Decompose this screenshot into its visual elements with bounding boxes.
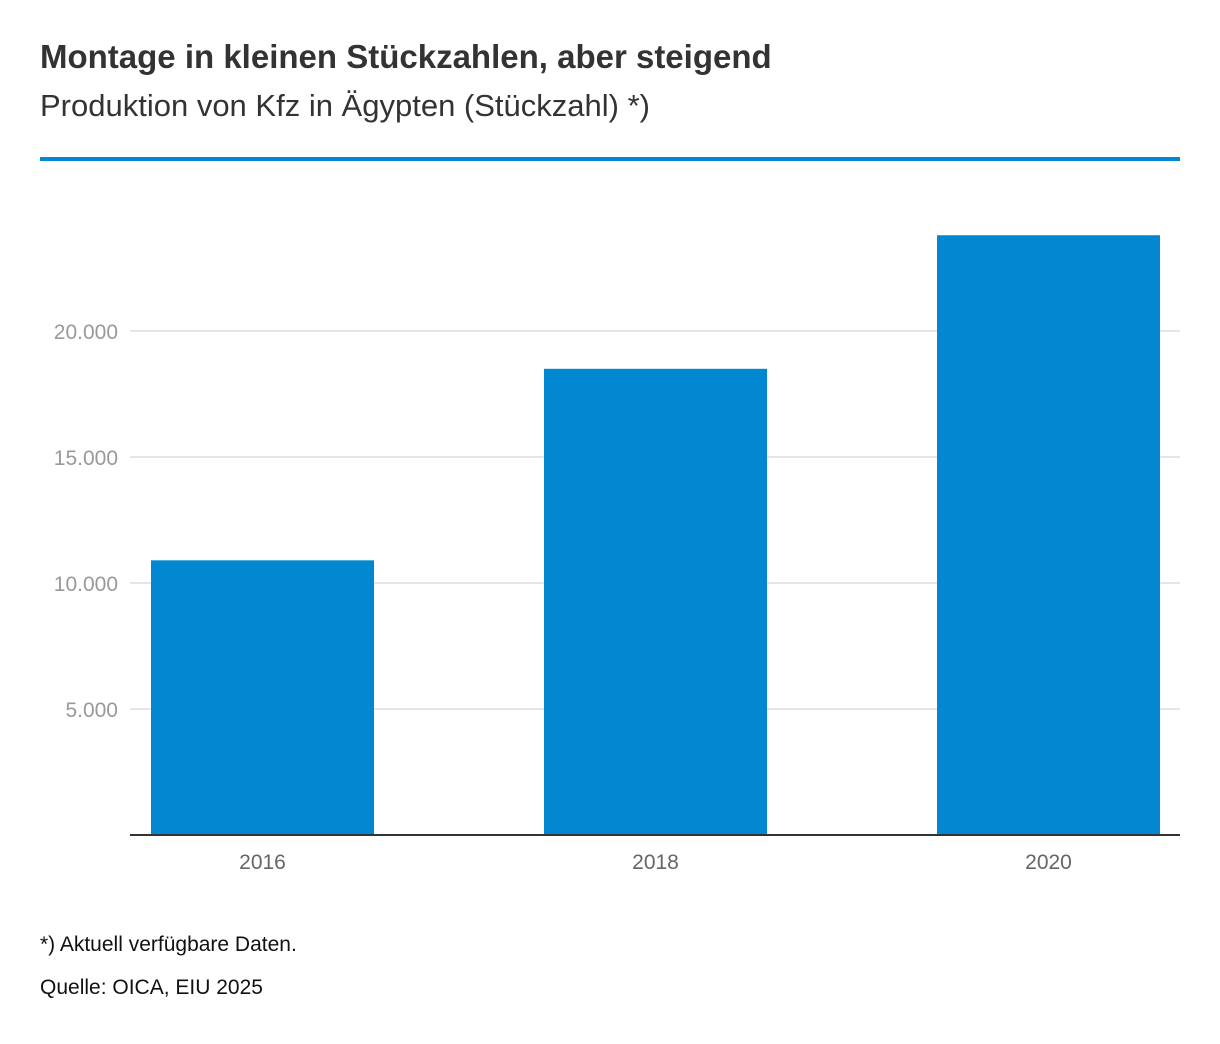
- source-note: Quelle: OICA, EIU 2025: [40, 976, 263, 999]
- bar-2016: [151, 560, 374, 835]
- chart-title: Montage in kleinen Stückzahlen, aber ste…: [40, 38, 772, 75]
- chart-subtitle: Produktion von Kfz in Ägypten (Stückzahl…: [40, 88, 650, 123]
- bar-2018: [544, 368, 767, 835]
- footnote: *) Aktuell verfügbare Daten.: [40, 933, 297, 956]
- accent-rule: [40, 157, 1180, 161]
- x-tick-label: 2018: [632, 851, 679, 874]
- bar-2020: [937, 235, 1160, 836]
- bars: [151, 235, 1160, 836]
- y-tick-label: 20.000: [54, 321, 118, 344]
- y-tick-label: 10.000: [54, 573, 118, 596]
- y-tick-labels: 5.000 10.000 15.000 20.000: [54, 321, 118, 722]
- y-tick-label: 5.000: [65, 699, 118, 722]
- y-tick-label: 15.000: [54, 447, 118, 470]
- x-tick-label: 2020: [1025, 851, 1072, 874]
- x-tick-label: 2016: [239, 851, 286, 874]
- x-tick-labels: 2016 2018 2020: [239, 851, 1072, 874]
